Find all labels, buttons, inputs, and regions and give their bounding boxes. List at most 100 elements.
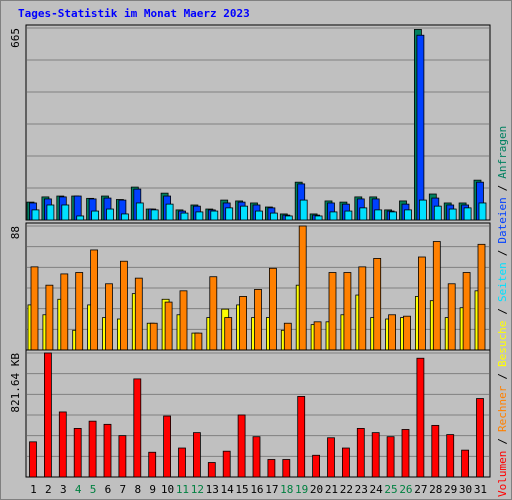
bar xyxy=(46,204,55,221)
bar xyxy=(416,357,425,478)
x-tick-label: 30 xyxy=(459,483,472,496)
x-tick-label: 25 xyxy=(384,483,397,496)
x-tick-label: 17 xyxy=(265,483,278,496)
bar xyxy=(192,432,201,478)
x-tick-label: 6 xyxy=(105,483,112,496)
bar xyxy=(267,459,276,478)
x-tick-label: 28 xyxy=(429,483,442,496)
bar xyxy=(88,420,97,478)
bar xyxy=(282,459,291,478)
bar xyxy=(224,317,233,351)
bar xyxy=(135,202,144,221)
bar xyxy=(134,277,143,351)
bar xyxy=(388,314,397,351)
bar xyxy=(478,202,487,221)
bar xyxy=(30,266,39,351)
legend-entry: Dateien xyxy=(496,197,509,243)
x-tick-label: 12 xyxy=(191,483,204,496)
legend-entry: Anfragen xyxy=(496,126,509,179)
legend-separator: / xyxy=(496,373,509,380)
bar xyxy=(45,284,54,351)
bar xyxy=(416,34,425,221)
bar xyxy=(73,428,82,478)
bar xyxy=(418,199,427,221)
bar xyxy=(448,208,457,221)
bar xyxy=(222,450,231,478)
bar xyxy=(356,428,365,478)
bar xyxy=(75,272,84,351)
bar xyxy=(178,447,186,478)
x-tick-label: 8 xyxy=(134,483,141,496)
bar xyxy=(374,209,383,221)
bar xyxy=(148,451,157,478)
x-tick-label: 24 xyxy=(370,483,384,496)
legend-separator: / xyxy=(496,185,509,192)
bar xyxy=(344,210,353,221)
bar xyxy=(118,435,127,478)
bar xyxy=(446,434,455,478)
bar xyxy=(149,322,158,351)
legend-entry: Rechner xyxy=(496,385,509,432)
legend-entry: Volumen xyxy=(496,451,509,497)
legend-entry: Besuche xyxy=(496,321,509,367)
bar xyxy=(239,296,248,351)
bar xyxy=(358,266,367,351)
x-tick-label: 27 xyxy=(414,483,427,496)
bar xyxy=(343,272,352,351)
bar xyxy=(403,315,411,351)
bar xyxy=(58,411,67,478)
bar xyxy=(180,212,189,221)
bar xyxy=(121,213,129,221)
x-tick-label: 19 xyxy=(295,483,308,496)
x-tick-label: 21 xyxy=(325,483,338,496)
bar xyxy=(252,436,261,478)
bar xyxy=(60,273,69,351)
bar xyxy=(163,415,172,478)
legend-separator: / xyxy=(496,438,509,445)
bar xyxy=(431,424,440,478)
bar xyxy=(106,208,114,221)
bar xyxy=(298,225,307,351)
bar xyxy=(297,396,306,478)
x-tick-label: 29 xyxy=(444,483,457,496)
bar xyxy=(210,210,219,221)
bar xyxy=(165,203,174,221)
x-tick-label: 22 xyxy=(340,483,353,496)
bar xyxy=(194,332,203,351)
bar xyxy=(133,378,142,478)
y-tick-label: 88 xyxy=(9,226,22,239)
x-tick-label: 3 xyxy=(60,483,67,496)
x-tick-label: 11 xyxy=(176,483,189,496)
bar xyxy=(283,322,292,351)
x-tick-label: 4 xyxy=(75,483,82,496)
bar xyxy=(120,260,128,351)
bar xyxy=(312,454,321,478)
bar xyxy=(150,209,159,221)
bar xyxy=(44,352,52,478)
bar xyxy=(389,211,398,221)
x-tick-label: 16 xyxy=(250,483,263,496)
bar xyxy=(254,289,262,351)
x-tick-label: 13 xyxy=(206,483,219,496)
x-tick-label: 31 xyxy=(474,483,487,496)
y-tick-label: 821.64 KB xyxy=(9,353,22,413)
x-tick-label: 7 xyxy=(120,483,127,496)
bar xyxy=(237,414,246,478)
bar xyxy=(240,205,249,221)
bar xyxy=(164,301,173,351)
bar xyxy=(268,267,277,351)
legend: Volumen / Rechner / Besuche / Seiten / Dateien / A… xyxy=(496,126,509,497)
bar xyxy=(76,215,85,221)
x-tick-label: 26 xyxy=(399,483,412,496)
bar xyxy=(328,272,337,351)
bar xyxy=(209,276,218,351)
bar xyxy=(401,429,410,478)
chart-title: Tages-Statistik im Monat Maerz 2023 xyxy=(18,7,250,20)
bar xyxy=(476,398,484,478)
bar xyxy=(90,249,98,351)
bar xyxy=(447,283,456,351)
bar xyxy=(91,210,99,221)
bar xyxy=(29,441,37,478)
bar xyxy=(371,432,380,478)
